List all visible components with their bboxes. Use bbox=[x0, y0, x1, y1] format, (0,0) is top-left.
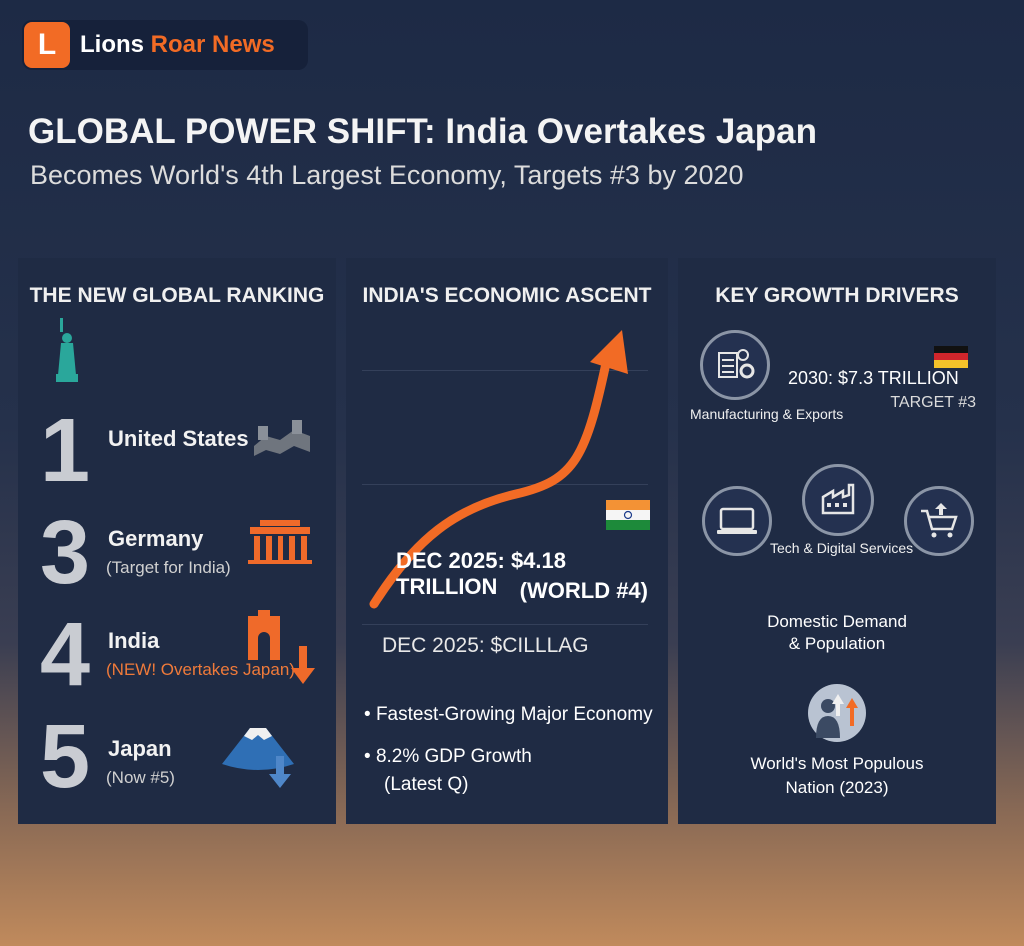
logo-mark-icon: L bbox=[24, 22, 70, 68]
subheadline: Becomes World's 4th Largest Economy, Tar… bbox=[30, 160, 744, 190]
rank-note-germany: (Target for India) bbox=[106, 558, 231, 577]
growth-arrow-icon bbox=[369, 330, 628, 609]
ranking-panel: THE NEW GLOBAL RANKING 1 United States 3… bbox=[18, 258, 336, 824]
rank-note-india: (NEW! Overtakes Japan) bbox=[106, 660, 295, 679]
manufacturing-icon-circle bbox=[700, 330, 770, 400]
bullet-text: Fastest-Growing Major Economy bbox=[375, 704, 653, 725]
bullet-continuation: (Latest Q) bbox=[384, 774, 469, 795]
rank-name-india: India bbox=[108, 628, 160, 653]
rank-number-3: 3 bbox=[40, 503, 91, 603]
drivers-panel: KEY GROWTH DRIVERS Manufacturing & Expor… bbox=[678, 258, 996, 824]
drivers-title: KEY GROWTH DRIVERS bbox=[715, 284, 959, 307]
ranking-title: THE NEW GLOBAL RANKING bbox=[29, 284, 325, 307]
ascent-second-line: DEC 2025: $CILLLAG bbox=[382, 634, 589, 657]
brand-name-white: Lions bbox=[80, 31, 144, 58]
rank-name-united-states: United States bbox=[108, 426, 249, 451]
populous-label-2: Nation (2023) bbox=[785, 778, 889, 797]
down-arrow-icon bbox=[291, 646, 315, 684]
chart-gridline bbox=[362, 484, 648, 485]
india-gate-icon bbox=[248, 610, 280, 660]
rank-name-japan: Japan bbox=[108, 736, 172, 761]
population-growth-icon bbox=[808, 684, 866, 742]
populous-label-1: World's Most Populous bbox=[750, 754, 924, 773]
bullet-item: • Fastest-Growing Major Economy bbox=[364, 704, 653, 725]
forecast-target: TARGET #3 bbox=[890, 394, 976, 411]
ascent-value: DEC 2025: $4.18 TRILLION bbox=[396, 548, 566, 599]
ascent-panel: INDIA'S ECONOMIC ASCENT DEC 2025: $4.18 … bbox=[346, 258, 668, 824]
headline: GLOBAL POWER SHIFT: India Overtakes Japa… bbox=[28, 112, 817, 151]
rank-name-germany: Germany bbox=[108, 526, 204, 551]
chart-gridline bbox=[362, 624, 648, 625]
brand-name-orange: Roar News bbox=[150, 31, 275, 58]
india-flag-icon bbox=[606, 500, 650, 530]
shopping-cart-icon bbox=[921, 503, 958, 538]
bullet-text: 8.2% GDP Growth bbox=[375, 746, 532, 767]
mount-fuji-icon bbox=[222, 728, 294, 788]
rank-note-japan: (Now #5) bbox=[106, 768, 175, 787]
rank-number-4: 4 bbox=[40, 605, 91, 705]
chart-gridline bbox=[362, 370, 648, 371]
tech-label: Tech & Digital Services bbox=[770, 540, 914, 556]
demand-label-1: Domestic Demand bbox=[767, 612, 907, 631]
tech-icon-circle bbox=[702, 486, 772, 556]
laptop-icon bbox=[717, 507, 757, 534]
gears-icon bbox=[718, 349, 755, 379]
bullet-item: • 8.2% GDP Growth bbox=[364, 746, 532, 767]
brand-logo[interactable]: L Lions Roar News bbox=[22, 20, 308, 70]
rank-number-1: 1 bbox=[40, 401, 91, 501]
rank-number-5: 5 bbox=[40, 707, 91, 807]
brand-name: Lions Roar News bbox=[80, 31, 275, 59]
manufacturing-label: Manufacturing & Exports bbox=[690, 406, 844, 422]
germany-flag-icon bbox=[934, 346, 968, 368]
forecast-value: 2030: $7.3 TRILLION bbox=[788, 368, 959, 388]
brandenburg-gate-icon bbox=[248, 520, 312, 564]
factory-icon bbox=[821, 483, 855, 515]
ascent-title: INDIA'S ECONOMIC ASCENT bbox=[362, 284, 652, 307]
industry-icon-circle bbox=[802, 464, 874, 536]
great-wall-icon bbox=[254, 420, 310, 456]
demand-label-2: & Population bbox=[788, 634, 886, 653]
demand-icon-circle bbox=[904, 486, 974, 556]
statue-of-liberty-icon bbox=[56, 318, 78, 382]
ascent-rank: (WORLD #4) bbox=[519, 578, 648, 603]
